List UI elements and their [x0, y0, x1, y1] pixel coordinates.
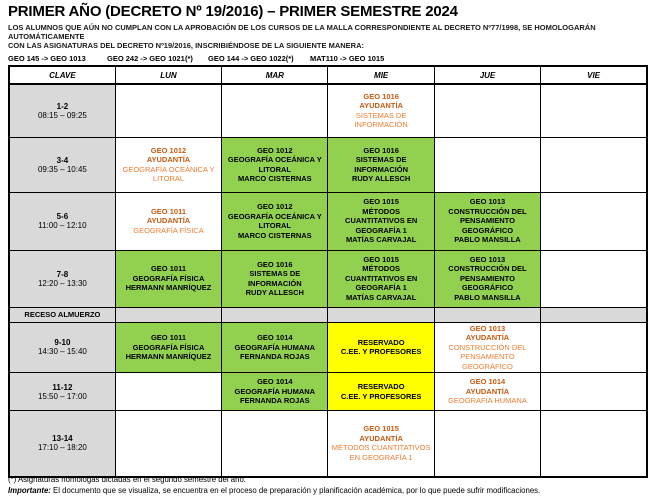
column-header-vie: VIE: [541, 66, 647, 84]
cell-lun-13-14: [115, 411, 221, 477]
receso-cell-mie: [328, 307, 434, 322]
cell-jue-1-2: [434, 84, 540, 137]
receso-cell-lun: [115, 307, 221, 322]
column-header-mie: MIE: [328, 66, 434, 84]
mapping-1: GEO 145 -> GEO 1013: [8, 54, 86, 63]
footnotes: (*) Asignaturas homólogas dictadas en el…: [8, 475, 540, 496]
receso-cell-jue: [434, 307, 540, 322]
schedule-document: PRIMER AÑO (DECRETO Nº 19/2016) – PRIMER…: [0, 3, 653, 487]
cell-lun-1-2: [115, 84, 221, 137]
mapping-asterisk: (*): [185, 54, 193, 63]
mapping-3: GEO 144 -> GEO 1022(*): [208, 54, 294, 63]
cell-vie-13-14: [541, 411, 647, 477]
receso-cell-mar: [222, 307, 328, 322]
column-header-jue: JUE: [434, 66, 540, 84]
column-header-lun: LUN: [115, 66, 221, 84]
row-receso: RECESO ALMUERZO: [9, 307, 647, 322]
footnote-important-label: Importante:: [8, 486, 51, 495]
column-header-clave: CLAVE: [9, 66, 115, 84]
page-title: PRIMER AÑO (DECRETO Nº 19/2016) – PRIMER…: [8, 3, 653, 20]
column-header-mar: MAR: [222, 66, 328, 84]
cell-vie-5-6: [541, 192, 647, 250]
receso-label: RECESO ALMUERZO: [9, 307, 115, 322]
mapping-2: GEO 242 -> GEO 1021: [107, 54, 185, 63]
footnote-important: Importante: El documento que se visualiz…: [8, 486, 540, 496]
cell-vie-3-4: [541, 137, 647, 192]
cell-vie-11-12: [541, 373, 647, 411]
cell-vie-9-10: [541, 322, 647, 373]
cell-jue-3-4: [434, 137, 540, 192]
mapping-4: MAT110 -> GEO 1015: [310, 54, 384, 63]
receso-cell-vie: [541, 307, 647, 322]
cell-lun-11-12: [115, 373, 221, 411]
cell-mar-13-14: [222, 411, 328, 477]
footnote-important-text: El documento que se visualiza, se encuen…: [51, 486, 540, 495]
note-line-1: LOS ALUMNOS QUE AÚN NO CUMPLAN CON LA AP…: [8, 23, 653, 41]
cell-jue-13-14: [434, 411, 540, 477]
cell-vie-1-2: [541, 84, 647, 137]
note-line-2: CON LAS ASIGNATURAS DEL DECRETO Nº19/201…: [8, 41, 653, 50]
cell-mar-1-2: [222, 84, 328, 137]
cell-vie-7-8: [541, 250, 647, 307]
